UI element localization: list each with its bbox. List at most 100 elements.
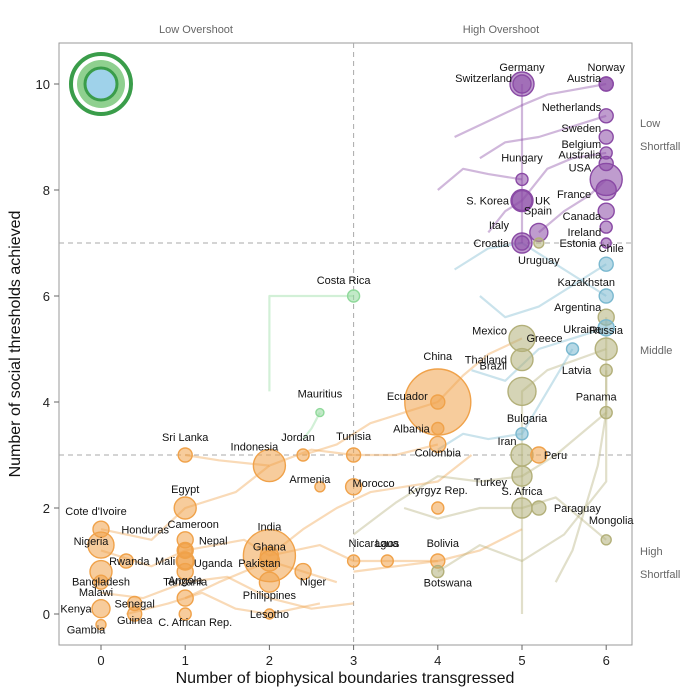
trajectory-22	[454, 82, 607, 138]
label-c-african-rep: C. African Rep.	[158, 617, 232, 629]
label-france: France	[557, 189, 591, 201]
label-guinea: Guinea	[117, 615, 153, 627]
point-switzerland	[512, 74, 532, 94]
point-ghana	[259, 546, 280, 566]
label-estonia: Estonia	[559, 238, 597, 250]
y-tick-label-6: 6	[43, 289, 50, 304]
label-latvia: Latvia	[562, 365, 592, 377]
label-malawi: Malawi	[79, 587, 113, 599]
point-kazakhstan	[598, 288, 614, 304]
point-hungary	[515, 172, 529, 187]
point-philippines	[258, 571, 281, 593]
point-honduras	[177, 542, 193, 559]
point-lesotho	[263, 608, 276, 620]
x-tick-label-0: 0	[97, 653, 104, 668]
point-latvia	[599, 363, 613, 377]
point-s-africa	[511, 497, 533, 519]
label-s-korea: S. Korea	[466, 196, 510, 208]
label-lesotho: Lesotho	[250, 609, 289, 621]
label-panama: Panama	[576, 392, 618, 404]
label-uruguay: Uruguay	[518, 255, 560, 267]
trajectory-5	[126, 591, 321, 616]
label-kyrgyz-rep: Kyrgyz Rep.	[408, 485, 468, 497]
point-france	[595, 179, 617, 201]
label-germany: Germany	[499, 62, 545, 74]
point-sri-lanka	[177, 447, 193, 463]
point-malawi	[93, 574, 109, 590]
label-egypt: Egypt	[171, 484, 199, 496]
point-niger	[294, 562, 312, 581]
label-honduras: Honduras	[121, 524, 169, 536]
label-costa-rica: Costa Rica	[317, 275, 372, 287]
point-nicaragua	[346, 554, 361, 568]
label-peru: Peru	[544, 450, 567, 462]
label-angola: Angola	[168, 575, 203, 587]
point-peru	[530, 446, 548, 464]
region-labels: Low Overshoot High Overshoot Low Shortfall M…	[159, 24, 680, 581]
point-ecuador	[430, 394, 446, 410]
point-chile	[598, 256, 614, 272]
point-armenia	[314, 481, 326, 493]
label-brazil: Brazil	[479, 360, 507, 372]
point-morocco	[344, 478, 363, 496]
legend-core	[83, 66, 119, 102]
label-ukraine: Ukraine	[563, 324, 601, 336]
point-s-korea	[511, 189, 533, 212]
x-tick-label-6: 6	[603, 653, 610, 668]
label-tanzania: Tanzania	[163, 577, 208, 589]
trajectory-3	[185, 443, 439, 467]
label-botswana: Botswana	[424, 578, 473, 590]
point-sweden	[598, 129, 614, 145]
x-axis-ticks: 0 1 2 3 4 5 6	[97, 645, 610, 668]
label-niger: Niger	[300, 577, 327, 589]
point-costa-rica	[346, 289, 361, 303]
label-usa: USA	[569, 162, 592, 174]
trajectory-18	[479, 263, 607, 319]
label-pakistan: Pakistan	[238, 558, 280, 570]
trajectory-21	[437, 167, 523, 191]
point-greece	[565, 342, 580, 356]
label-switzerland: Switzerland	[455, 73, 512, 85]
trajectory-2	[100, 575, 354, 610]
point-tanzania	[176, 562, 194, 581]
point-thailand	[510, 347, 534, 372]
label-nepal: Nepal	[199, 535, 228, 547]
point-russia	[594, 337, 618, 361]
label-senegal: Senegal	[114, 598, 154, 610]
region-label-right-2-0: High	[640, 546, 663, 558]
label-tunisia: Tunisia	[336, 431, 372, 443]
label-cameroon: Cameroon	[168, 519, 219, 531]
label-italy: Italy	[489, 220, 510, 232]
y-axis-title: Number of social thresholds achieved	[7, 211, 24, 478]
label-mexico: Mexico	[472, 325, 507, 337]
data-points	[87, 71, 623, 631]
region-label-top-0: Low Overshoot	[159, 24, 233, 36]
point-paraguay	[531, 500, 547, 516]
label-china: China	[423, 351, 453, 363]
y-tick-label-10: 10	[36, 77, 50, 92]
point-croatia	[514, 235, 530, 251]
point-colombia	[429, 435, 447, 454]
y-axis-ticks: 0 2 4 6 8 10	[36, 77, 59, 622]
point-belgium	[599, 146, 613, 160]
x-tick-label-3: 3	[350, 653, 357, 668]
label-india: India	[257, 522, 282, 534]
x-tick-label-1: 1	[182, 653, 189, 668]
label-bangladesh: Bangladesh	[72, 577, 130, 589]
trajectory-20	[471, 326, 607, 382]
point-tunisia	[345, 447, 362, 463]
label-uganda: Uganda	[194, 558, 233, 570]
point-ukraine	[597, 319, 615, 337]
label-mongolia: Mongolia	[589, 515, 635, 527]
label-cote-d-ivoire: Cote d'Ivoire	[65, 506, 126, 518]
region-label-right-0-0: Low	[640, 118, 660, 130]
label-jordan: Jordan	[281, 432, 315, 444]
label-uk: UK	[535, 196, 551, 208]
label-rwanda: Rwanda	[109, 556, 150, 568]
point-rwanda	[118, 553, 134, 569]
trajectory-26	[521, 151, 607, 202]
region-label-right-1-0: Middle	[640, 345, 672, 357]
trajectory-16	[554, 317, 608, 583]
